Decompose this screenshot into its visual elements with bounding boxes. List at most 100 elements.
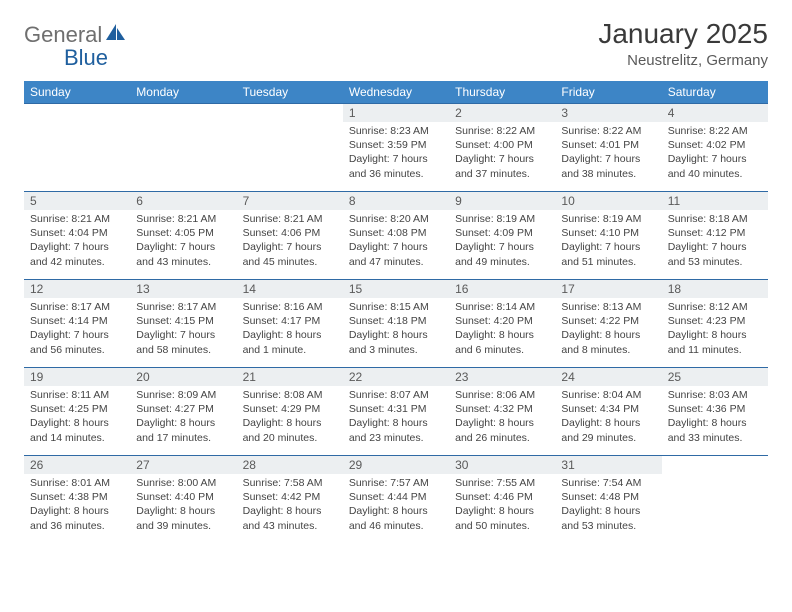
calendar-day-cell: 2Sunrise: 8:22 AMSunset: 4:00 PMDaylight… xyxy=(449,104,555,192)
weekday-header: Monday xyxy=(130,81,236,104)
calendar-day-cell: 13Sunrise: 8:17 AMSunset: 4:15 PMDayligh… xyxy=(130,280,236,368)
calendar-day-cell: 12Sunrise: 8:17 AMSunset: 4:14 PMDayligh… xyxy=(24,280,130,368)
day-details: Sunrise: 8:04 AMSunset: 4:34 PMDaylight:… xyxy=(555,386,661,449)
day-detail-line: Sunset: 4:23 PM xyxy=(668,314,762,328)
calendar-day-cell: 22Sunrise: 8:07 AMSunset: 4:31 PMDayligh… xyxy=(343,368,449,456)
weekday-header: Friday xyxy=(555,81,661,104)
day-detail-line: Sunrise: 8:00 AM xyxy=(136,476,230,490)
day-details: Sunrise: 8:21 AMSunset: 4:05 PMDaylight:… xyxy=(130,210,236,273)
day-detail-line: Sunrise: 8:19 AM xyxy=(455,212,549,226)
logo: General xyxy=(24,18,128,48)
calendar-day-cell: 9Sunrise: 8:19 AMSunset: 4:09 PMDaylight… xyxy=(449,192,555,280)
day-details: Sunrise: 8:14 AMSunset: 4:20 PMDaylight:… xyxy=(449,298,555,361)
day-number xyxy=(237,104,343,121)
day-detail-line: Daylight: 7 hours and 56 minutes. xyxy=(30,328,124,356)
day-details: Sunrise: 7:55 AMSunset: 4:46 PMDaylight:… xyxy=(449,474,555,537)
day-details xyxy=(130,121,236,127)
calendar-day-cell: 31Sunrise: 7:54 AMSunset: 4:48 PMDayligh… xyxy=(555,456,661,544)
day-detail-line: Sunset: 4:15 PM xyxy=(136,314,230,328)
day-number: 31 xyxy=(555,456,661,474)
day-number: 16 xyxy=(449,280,555,298)
day-detail-line: Sunset: 3:59 PM xyxy=(349,138,443,152)
day-details: Sunrise: 8:01 AMSunset: 4:38 PMDaylight:… xyxy=(24,474,130,537)
day-details: Sunrise: 8:17 AMSunset: 4:14 PMDaylight:… xyxy=(24,298,130,361)
day-detail-line: Sunrise: 8:09 AM xyxy=(136,388,230,402)
day-detail-line: Daylight: 8 hours and 3 minutes. xyxy=(349,328,443,356)
day-number: 18 xyxy=(662,280,768,298)
day-detail-line: Sunrise: 8:04 AM xyxy=(561,388,655,402)
day-detail-line: Daylight: 8 hours and 1 minute. xyxy=(243,328,337,356)
day-number: 8 xyxy=(343,192,449,210)
day-detail-line: Daylight: 7 hours and 37 minutes. xyxy=(455,152,549,180)
day-detail-line: Sunrise: 8:08 AM xyxy=(243,388,337,402)
day-detail-line: Daylight: 7 hours and 58 minutes. xyxy=(136,328,230,356)
day-number: 30 xyxy=(449,456,555,474)
day-number: 5 xyxy=(24,192,130,210)
calendar-week-row: 19Sunrise: 8:11 AMSunset: 4:25 PMDayligh… xyxy=(24,368,768,456)
day-detail-line: Daylight: 7 hours and 47 minutes. xyxy=(349,240,443,268)
weekday-header: Sunday xyxy=(24,81,130,104)
day-number: 1 xyxy=(343,104,449,122)
day-detail-line: Sunrise: 7:57 AM xyxy=(349,476,443,490)
day-details: Sunrise: 8:13 AMSunset: 4:22 PMDaylight:… xyxy=(555,298,661,361)
day-number: 27 xyxy=(130,456,236,474)
calendar-day-cell: 5Sunrise: 8:21 AMSunset: 4:04 PMDaylight… xyxy=(24,192,130,280)
day-details: Sunrise: 8:03 AMSunset: 4:36 PMDaylight:… xyxy=(662,386,768,449)
calendar-day-cell: 7Sunrise: 8:21 AMSunset: 4:06 PMDaylight… xyxy=(237,192,343,280)
calendar-day-cell xyxy=(24,104,130,192)
day-detail-line: Sunrise: 8:20 AM xyxy=(349,212,443,226)
day-details: Sunrise: 8:20 AMSunset: 4:08 PMDaylight:… xyxy=(343,210,449,273)
day-detail-line: Daylight: 8 hours and 29 minutes. xyxy=(561,416,655,444)
day-detail-line: Daylight: 7 hours and 51 minutes. xyxy=(561,240,655,268)
day-details: Sunrise: 8:21 AMSunset: 4:04 PMDaylight:… xyxy=(24,210,130,273)
day-detail-line: Sunrise: 8:15 AM xyxy=(349,300,443,314)
calendar-day-cell: 25Sunrise: 8:03 AMSunset: 4:36 PMDayligh… xyxy=(662,368,768,456)
day-details: Sunrise: 8:15 AMSunset: 4:18 PMDaylight:… xyxy=(343,298,449,361)
calendar-week-row: 26Sunrise: 8:01 AMSunset: 4:38 PMDayligh… xyxy=(24,456,768,544)
day-detail-line: Daylight: 7 hours and 49 minutes. xyxy=(455,240,549,268)
day-details: Sunrise: 8:21 AMSunset: 4:06 PMDaylight:… xyxy=(237,210,343,273)
day-detail-line: Sunset: 4:48 PM xyxy=(561,490,655,504)
day-detail-line: Sunrise: 8:22 AM xyxy=(455,124,549,138)
day-detail-line: Sunrise: 8:22 AM xyxy=(668,124,762,138)
day-detail-line: Sunset: 4:22 PM xyxy=(561,314,655,328)
day-details: Sunrise: 8:07 AMSunset: 4:31 PMDaylight:… xyxy=(343,386,449,449)
day-detail-line: Sunset: 4:10 PM xyxy=(561,226,655,240)
weekday-header: Wednesday xyxy=(343,81,449,104)
day-detail-line: Sunset: 4:02 PM xyxy=(668,138,762,152)
calendar-day-cell: 24Sunrise: 8:04 AMSunset: 4:34 PMDayligh… xyxy=(555,368,661,456)
day-detail-line: Sunrise: 8:21 AM xyxy=(30,212,124,226)
day-detail-line: Daylight: 7 hours and 53 minutes. xyxy=(668,240,762,268)
calendar-day-cell xyxy=(662,456,768,544)
day-details: Sunrise: 8:23 AMSunset: 3:59 PMDaylight:… xyxy=(343,122,449,185)
day-number: 6 xyxy=(130,192,236,210)
day-details: Sunrise: 8:22 AMSunset: 4:01 PMDaylight:… xyxy=(555,122,661,185)
calendar-week-row: 12Sunrise: 8:17 AMSunset: 4:14 PMDayligh… xyxy=(24,280,768,368)
day-detail-line: Sunset: 4:27 PM xyxy=(136,402,230,416)
day-detail-line: Sunrise: 7:54 AM xyxy=(561,476,655,490)
day-number: 9 xyxy=(449,192,555,210)
day-detail-line: Sunrise: 8:17 AM xyxy=(136,300,230,314)
day-detail-line: Daylight: 8 hours and 17 minutes. xyxy=(136,416,230,444)
day-detail-line: Sunset: 4:04 PM xyxy=(30,226,124,240)
calendar-day-cell xyxy=(237,104,343,192)
day-number: 26 xyxy=(24,456,130,474)
day-detail-line: Sunset: 4:42 PM xyxy=(243,490,337,504)
day-detail-line: Sunset: 4:44 PM xyxy=(349,490,443,504)
day-detail-line: Sunset: 4:17 PM xyxy=(243,314,337,328)
day-details: Sunrise: 8:18 AMSunset: 4:12 PMDaylight:… xyxy=(662,210,768,273)
day-details: Sunrise: 8:08 AMSunset: 4:29 PMDaylight:… xyxy=(237,386,343,449)
day-detail-line: Daylight: 8 hours and 33 minutes. xyxy=(668,416,762,444)
day-number: 24 xyxy=(555,368,661,386)
day-detail-line: Sunrise: 8:13 AM xyxy=(561,300,655,314)
calendar-day-cell: 10Sunrise: 8:19 AMSunset: 4:10 PMDayligh… xyxy=(555,192,661,280)
calendar-day-cell: 3Sunrise: 8:22 AMSunset: 4:01 PMDaylight… xyxy=(555,104,661,192)
calendar-day-cell: 23Sunrise: 8:06 AMSunset: 4:32 PMDayligh… xyxy=(449,368,555,456)
day-details xyxy=(24,121,130,127)
day-detail-line: Daylight: 8 hours and 39 minutes. xyxy=(136,504,230,532)
calendar-day-cell: 15Sunrise: 8:15 AMSunset: 4:18 PMDayligh… xyxy=(343,280,449,368)
calendar-day-cell: 27Sunrise: 8:00 AMSunset: 4:40 PMDayligh… xyxy=(130,456,236,544)
day-details: Sunrise: 7:57 AMSunset: 4:44 PMDaylight:… xyxy=(343,474,449,537)
day-detail-line: Sunset: 4:32 PM xyxy=(455,402,549,416)
day-details: Sunrise: 8:12 AMSunset: 4:23 PMDaylight:… xyxy=(662,298,768,361)
